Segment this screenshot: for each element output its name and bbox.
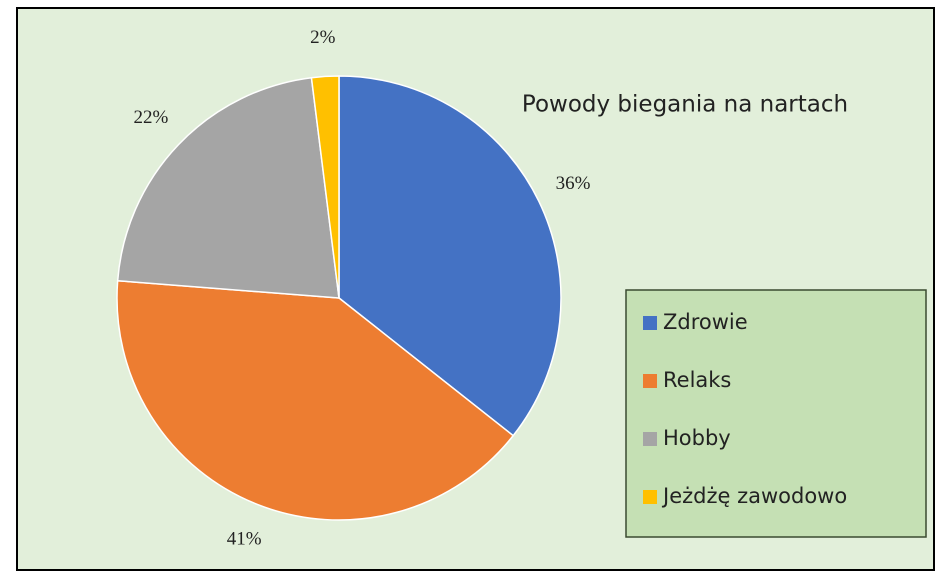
legend-swatch [643, 432, 657, 446]
legend-swatch [643, 374, 657, 388]
legend [625, 289, 927, 538]
pie-slice [116, 76, 340, 299]
legend-label: Relaks [663, 368, 731, 392]
data-label: 41% [227, 528, 262, 549]
legend-label: Zdrowie [663, 310, 748, 334]
pie-slice [310, 75, 340, 299]
chart-title: Powody biegania na nartach [522, 92, 848, 118]
legend-label: Hobby [663, 426, 731, 450]
data-label: 22% [133, 107, 168, 128]
legend-swatch [643, 316, 657, 330]
data-label: 36% [556, 173, 591, 194]
legend-label: Jeżdżę zawodowo [661, 484, 847, 508]
pie-slice [116, 279, 515, 521]
pie-slice [338, 75, 562, 437]
legend-swatch [643, 490, 657, 504]
data-label: 2% [310, 27, 336, 48]
